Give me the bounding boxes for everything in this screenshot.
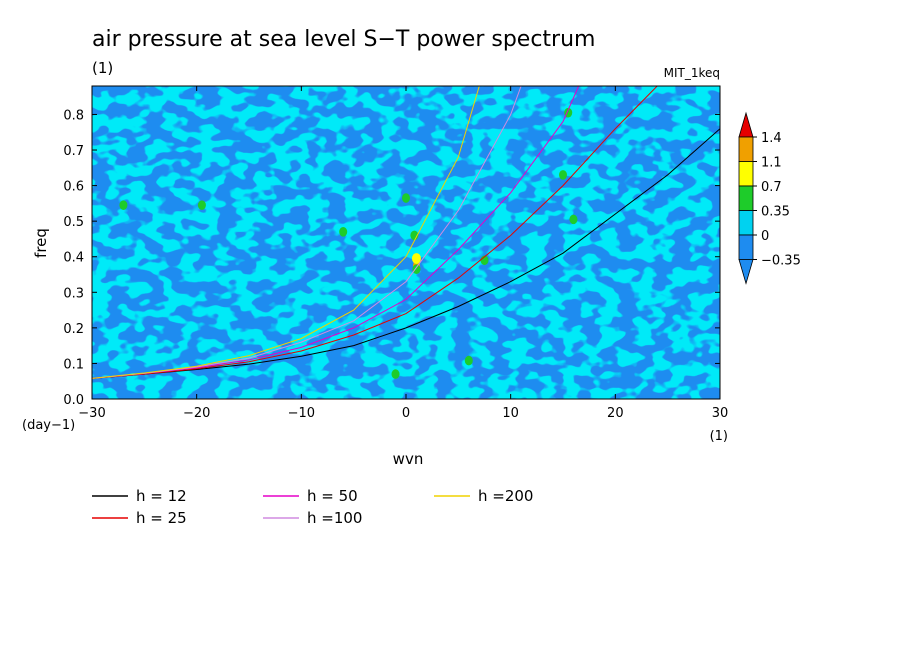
legend-label: h = 50 <box>307 487 358 505</box>
colorbar-segment <box>738 161 754 187</box>
y-tick-label: 0.1 <box>63 357 84 372</box>
field-peaks <box>119 107 578 379</box>
x-tick-label: −20 <box>183 406 210 421</box>
y-tick-label: 0.3 <box>63 286 84 301</box>
x-tick-label: −10 <box>288 406 315 421</box>
model-tag: MIT_1keq <box>664 66 720 80</box>
chart-subtitle: (1) <box>92 59 113 77</box>
colorbar-label: 0.7 <box>761 180 782 195</box>
y-tick-label: 0.5 <box>63 215 84 230</box>
field-peak-10 <box>569 214 578 225</box>
colorbar-bottom-arrow <box>738 259 754 285</box>
legend: h = 12 h = 25 h = 50 h =100 h =200 <box>92 487 533 527</box>
x-tick-label: 0 <box>402 406 410 421</box>
colorbar-label: −0.35 <box>761 254 801 269</box>
x-axis-ticks: −30 −20 −10 0 10 20 30 <box>78 86 728 421</box>
field-peak-8 <box>339 227 348 237</box>
curve-2 <box>92 86 658 379</box>
legend-label: h =200 <box>478 487 533 505</box>
colorbar-label: 1.4 <box>761 131 782 146</box>
field-peak-1 <box>411 253 421 264</box>
y-axis-ticks: 0.0 0.1 0.2 0.3 0.4 0.5 0.6 0.7 0.8 <box>63 108 720 408</box>
colorbar: 1.4 1.1 0.7 0.35 0 −0.35 <box>738 111 801 285</box>
field-peak-13 <box>391 369 400 379</box>
colorbar-segment <box>738 234 754 260</box>
legend-label: h =100 <box>307 509 362 527</box>
y-tick-label: 0.4 <box>63 251 84 266</box>
y-tick-label: 0.2 <box>63 322 84 337</box>
colorbar-segment <box>738 210 754 236</box>
x-unit-label: (1) <box>710 429 728 444</box>
y-axis-label: freq <box>32 228 50 258</box>
legend-label: h = 12 <box>136 487 187 505</box>
field-peak-7 <box>197 200 206 210</box>
plot-area <box>91 85 721 400</box>
colorbar-segment <box>738 136 754 162</box>
field-peak-5 <box>464 355 473 366</box>
dispersion-curves <box>92 86 720 379</box>
field-peak-9 <box>559 170 567 180</box>
colorbar-label: 1.1 <box>761 156 782 171</box>
curve-5 <box>92 86 480 379</box>
x-tick-label: 20 <box>607 406 624 421</box>
colorbar-label: 0.35 <box>761 205 790 220</box>
legend-label: h = 25 <box>136 509 187 527</box>
field-peak-11 <box>119 200 128 210</box>
field-peak-2 <box>412 264 421 274</box>
x-tick-label: 30 <box>712 406 729 421</box>
x-tick-label: −30 <box>78 406 105 421</box>
y-tick-label: 0.8 <box>63 108 84 123</box>
chart-title: air pressure at sea level S−T power spec… <box>92 27 595 52</box>
field-positive-regions <box>92 86 720 399</box>
colorbar-segment <box>738 185 754 211</box>
x-axis-label: wvn <box>393 450 424 468</box>
y-unit-label: (day−1) <box>22 418 75 433</box>
y-tick-label: 0.6 <box>63 180 84 195</box>
x-tick-label: 10 <box>502 406 519 421</box>
field-peak-4 <box>402 193 410 203</box>
y-tick-label: 0.0 <box>63 393 84 408</box>
colorbar-top-arrow <box>738 111 754 138</box>
y-tick-label: 0.7 <box>63 144 84 159</box>
colorbar-label: 0 <box>761 229 769 244</box>
curve-4 <box>92 86 522 379</box>
curve-1 <box>92 128 720 379</box>
